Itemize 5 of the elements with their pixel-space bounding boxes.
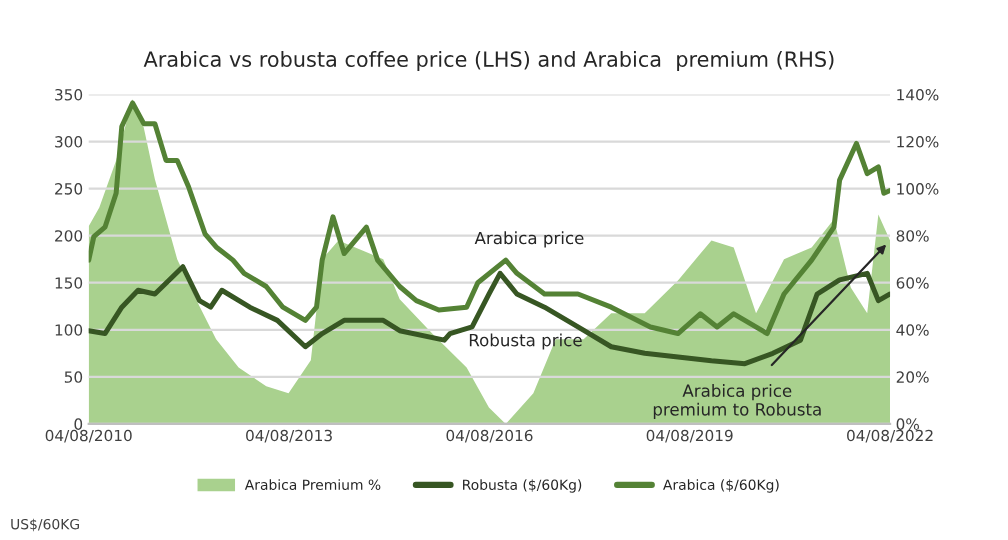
annotation: Arabica price premium to Robusta [653, 384, 821, 419]
chart-title: Arabica vs robusta coffee price (LHS) and Arabica premium (RHS) [143, 50, 834, 72]
line-series [88, 264, 891, 367]
annotation: Arabica price [474, 231, 584, 248]
line-series [88, 100, 891, 337]
